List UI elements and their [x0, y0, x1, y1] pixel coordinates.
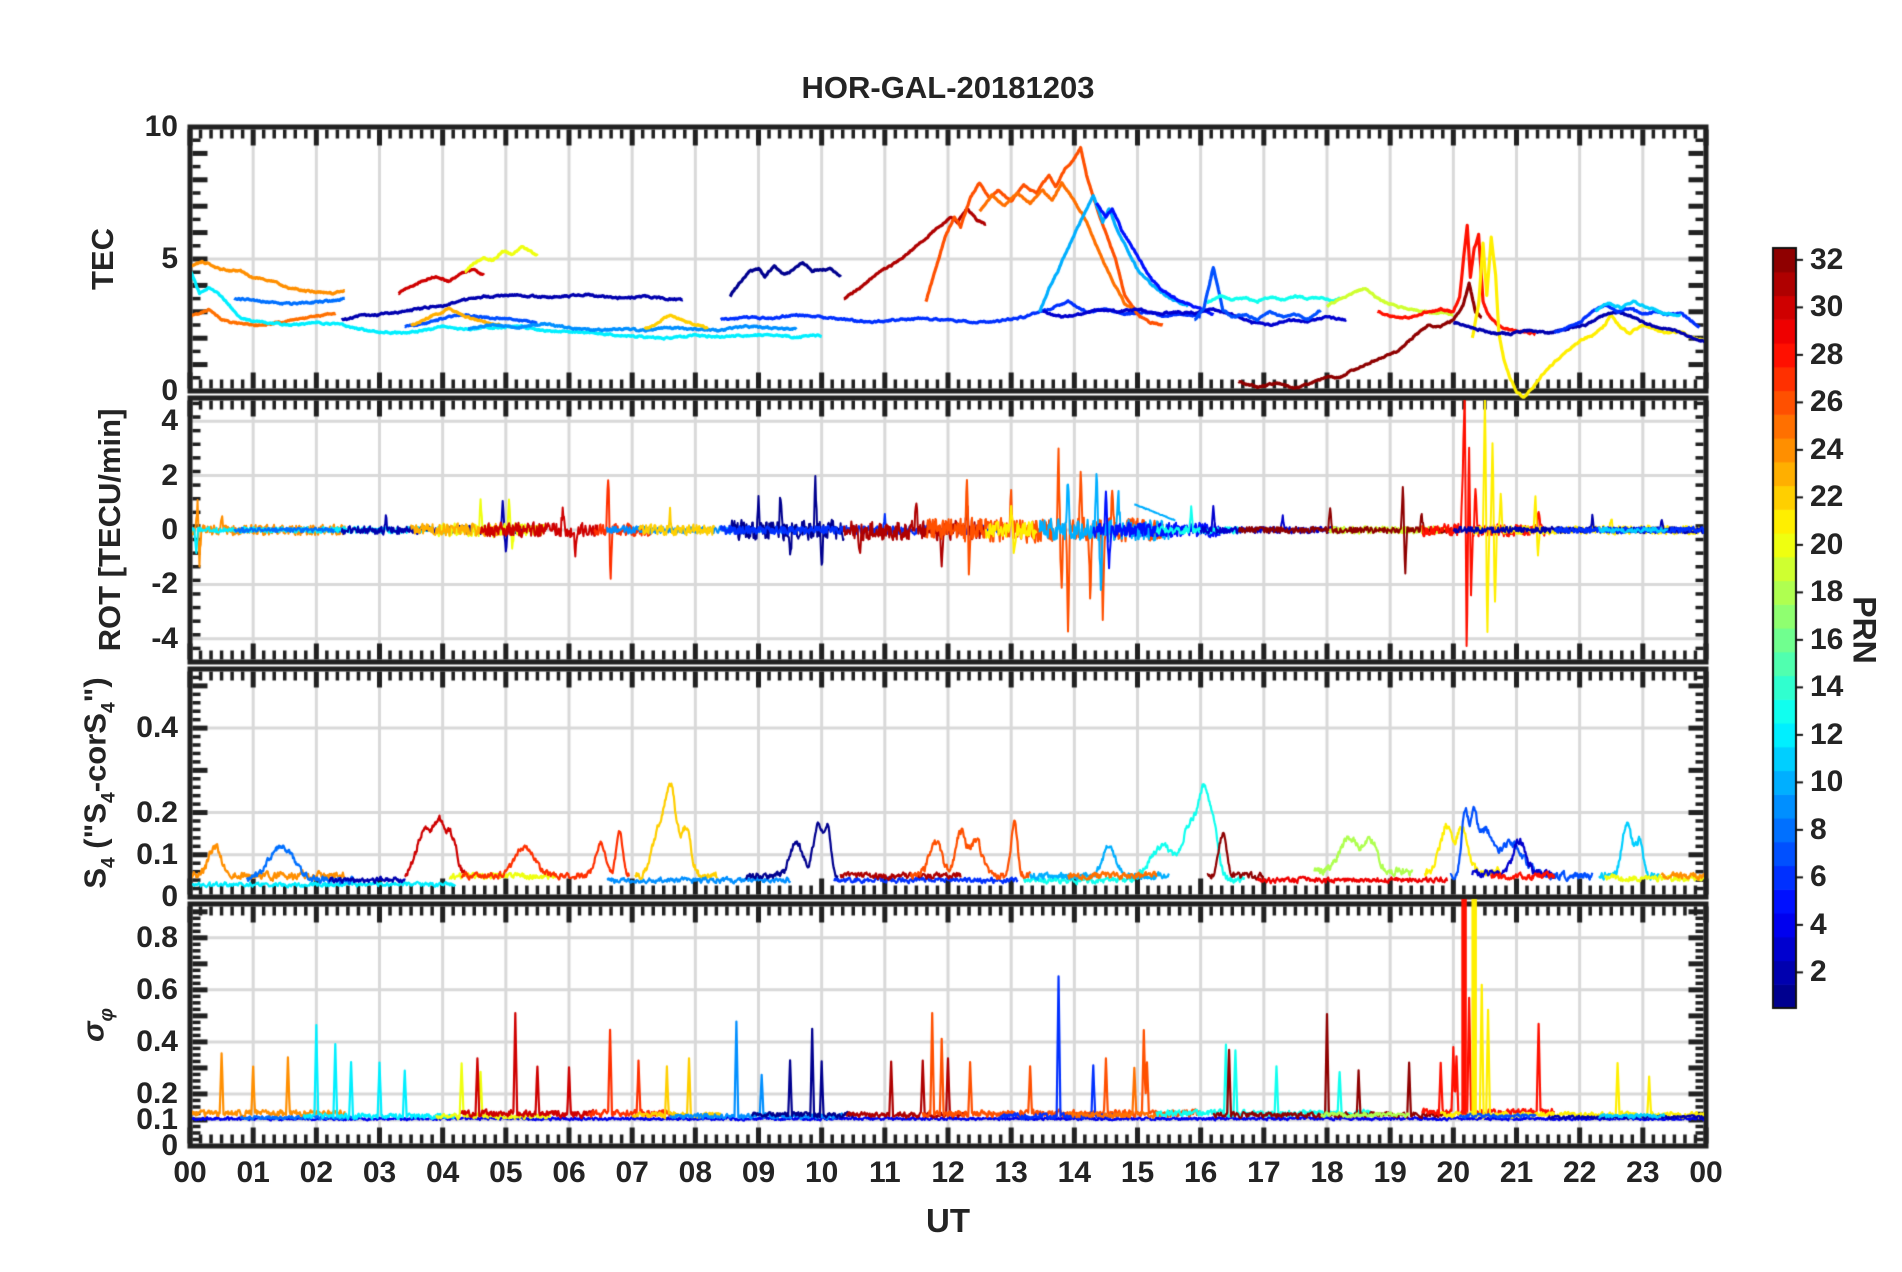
y-tick-label-rot: 2: [161, 458, 178, 492]
x-tick-label: 03: [362, 1156, 397, 1189]
y-tick-label-sig: 0.2: [136, 1076, 178, 1110]
colorbar-tick-label: 32: [1810, 242, 1844, 276]
x-tick-label: 01: [236, 1156, 270, 1189]
x-tick-label: 16: [1183, 1156, 1218, 1189]
y-tick-label-s4: 0.1: [136, 837, 178, 871]
colorbar-tick-label: 26: [1810, 385, 1844, 419]
colorbar-tick-label: 14: [1810, 670, 1844, 704]
colorbar-tick-label: 8: [1810, 812, 1827, 846]
y-tick-label-sig: 0: [161, 1129, 178, 1162]
y-tick-label-s4: 0.4: [136, 711, 178, 745]
x-tick-label: 14: [1057, 1156, 1092, 1189]
x-tick-label: 15: [1120, 1156, 1155, 1189]
colorbar-tick-label: 2: [1810, 955, 1827, 989]
x-tick-label: 06: [552, 1156, 586, 1189]
x-tick-label: 09: [741, 1156, 776, 1189]
x-tick-label: 17: [1247, 1156, 1281, 1189]
colorbar-label: PRN: [1846, 596, 1883, 664]
x-tick-label: 21: [1499, 1156, 1534, 1189]
x-tick-label: 04: [425, 1156, 460, 1189]
y-tick-label-rot: 4: [161, 404, 178, 438]
y-tick-label-rot: -2: [151, 567, 178, 601]
x-tick-label: 10: [804, 1156, 839, 1189]
y-tick-label-sig: 0.6: [136, 972, 178, 1006]
chart-title: HOR-GAL-20181203: [801, 70, 1095, 105]
colorbar-tick-label: 12: [1810, 717, 1844, 751]
y-axis-label-rot: ROT [TECU/min]: [92, 408, 127, 652]
colorbar-tick-label: 6: [1810, 860, 1827, 894]
x-tick-label: 05: [489, 1156, 523, 1189]
y-tick-label-sig: 0.8: [136, 920, 178, 954]
y-axis-label-tec: TEC: [85, 228, 120, 290]
colorbar-tick-label: 30: [1810, 290, 1844, 324]
y-tick-label-tec: 0: [161, 374, 178, 407]
x-tick-label: 19: [1373, 1156, 1407, 1189]
x-tick-label: 12: [931, 1156, 965, 1189]
x-tick-label: 22: [1562, 1156, 1597, 1189]
x-tick-label: 23: [1626, 1156, 1660, 1189]
x-tick-label: 00: [173, 1156, 207, 1189]
y-tick-label-rot: -4: [151, 621, 178, 655]
colorbar-tick-label: 20: [1810, 527, 1844, 561]
x-tick-label: 11: [868, 1156, 901, 1189]
y-tick-label-tec: 5: [161, 242, 178, 275]
colorbar-tick-label: 28: [1810, 337, 1844, 371]
y-tick-label-sig: 0.1: [136, 1102, 178, 1136]
y-tick-label-s4: 0.2: [136, 795, 178, 829]
y-tick-label-sig: 0.4: [136, 1024, 178, 1058]
x-tick-label: 18: [1310, 1156, 1344, 1189]
colorbar-tick-label: 16: [1810, 622, 1844, 656]
x-tick-label: 13: [994, 1156, 1028, 1189]
colorbar-tick-label: 4: [1810, 907, 1827, 941]
x-tick-label: 00: [1689, 1156, 1723, 1189]
colorbar-tick-label: 18: [1810, 575, 1844, 609]
y-tick-label-s4: 0: [161, 880, 178, 913]
y-axis-label-sigma-phi: σφ: [75, 1007, 118, 1043]
x-tick-label: 02: [299, 1156, 334, 1189]
y-tick-label-tec: 10: [144, 110, 178, 143]
x-tick-label: 08: [678, 1156, 713, 1189]
x-tick-label: 07: [615, 1156, 649, 1189]
x-axis-label: UT: [926, 1202, 970, 1239]
y-axis-label-s4: S4 ("S4-corS4"): [77, 677, 120, 889]
y-tick-label-rot: 0: [161, 513, 178, 546]
x-tick-label: 20: [1436, 1156, 1471, 1189]
colorbar-tick-label: 24: [1810, 432, 1844, 466]
colorbar-tick-label: 10: [1810, 765, 1844, 799]
colorbar-tick-label: 22: [1810, 480, 1844, 514]
